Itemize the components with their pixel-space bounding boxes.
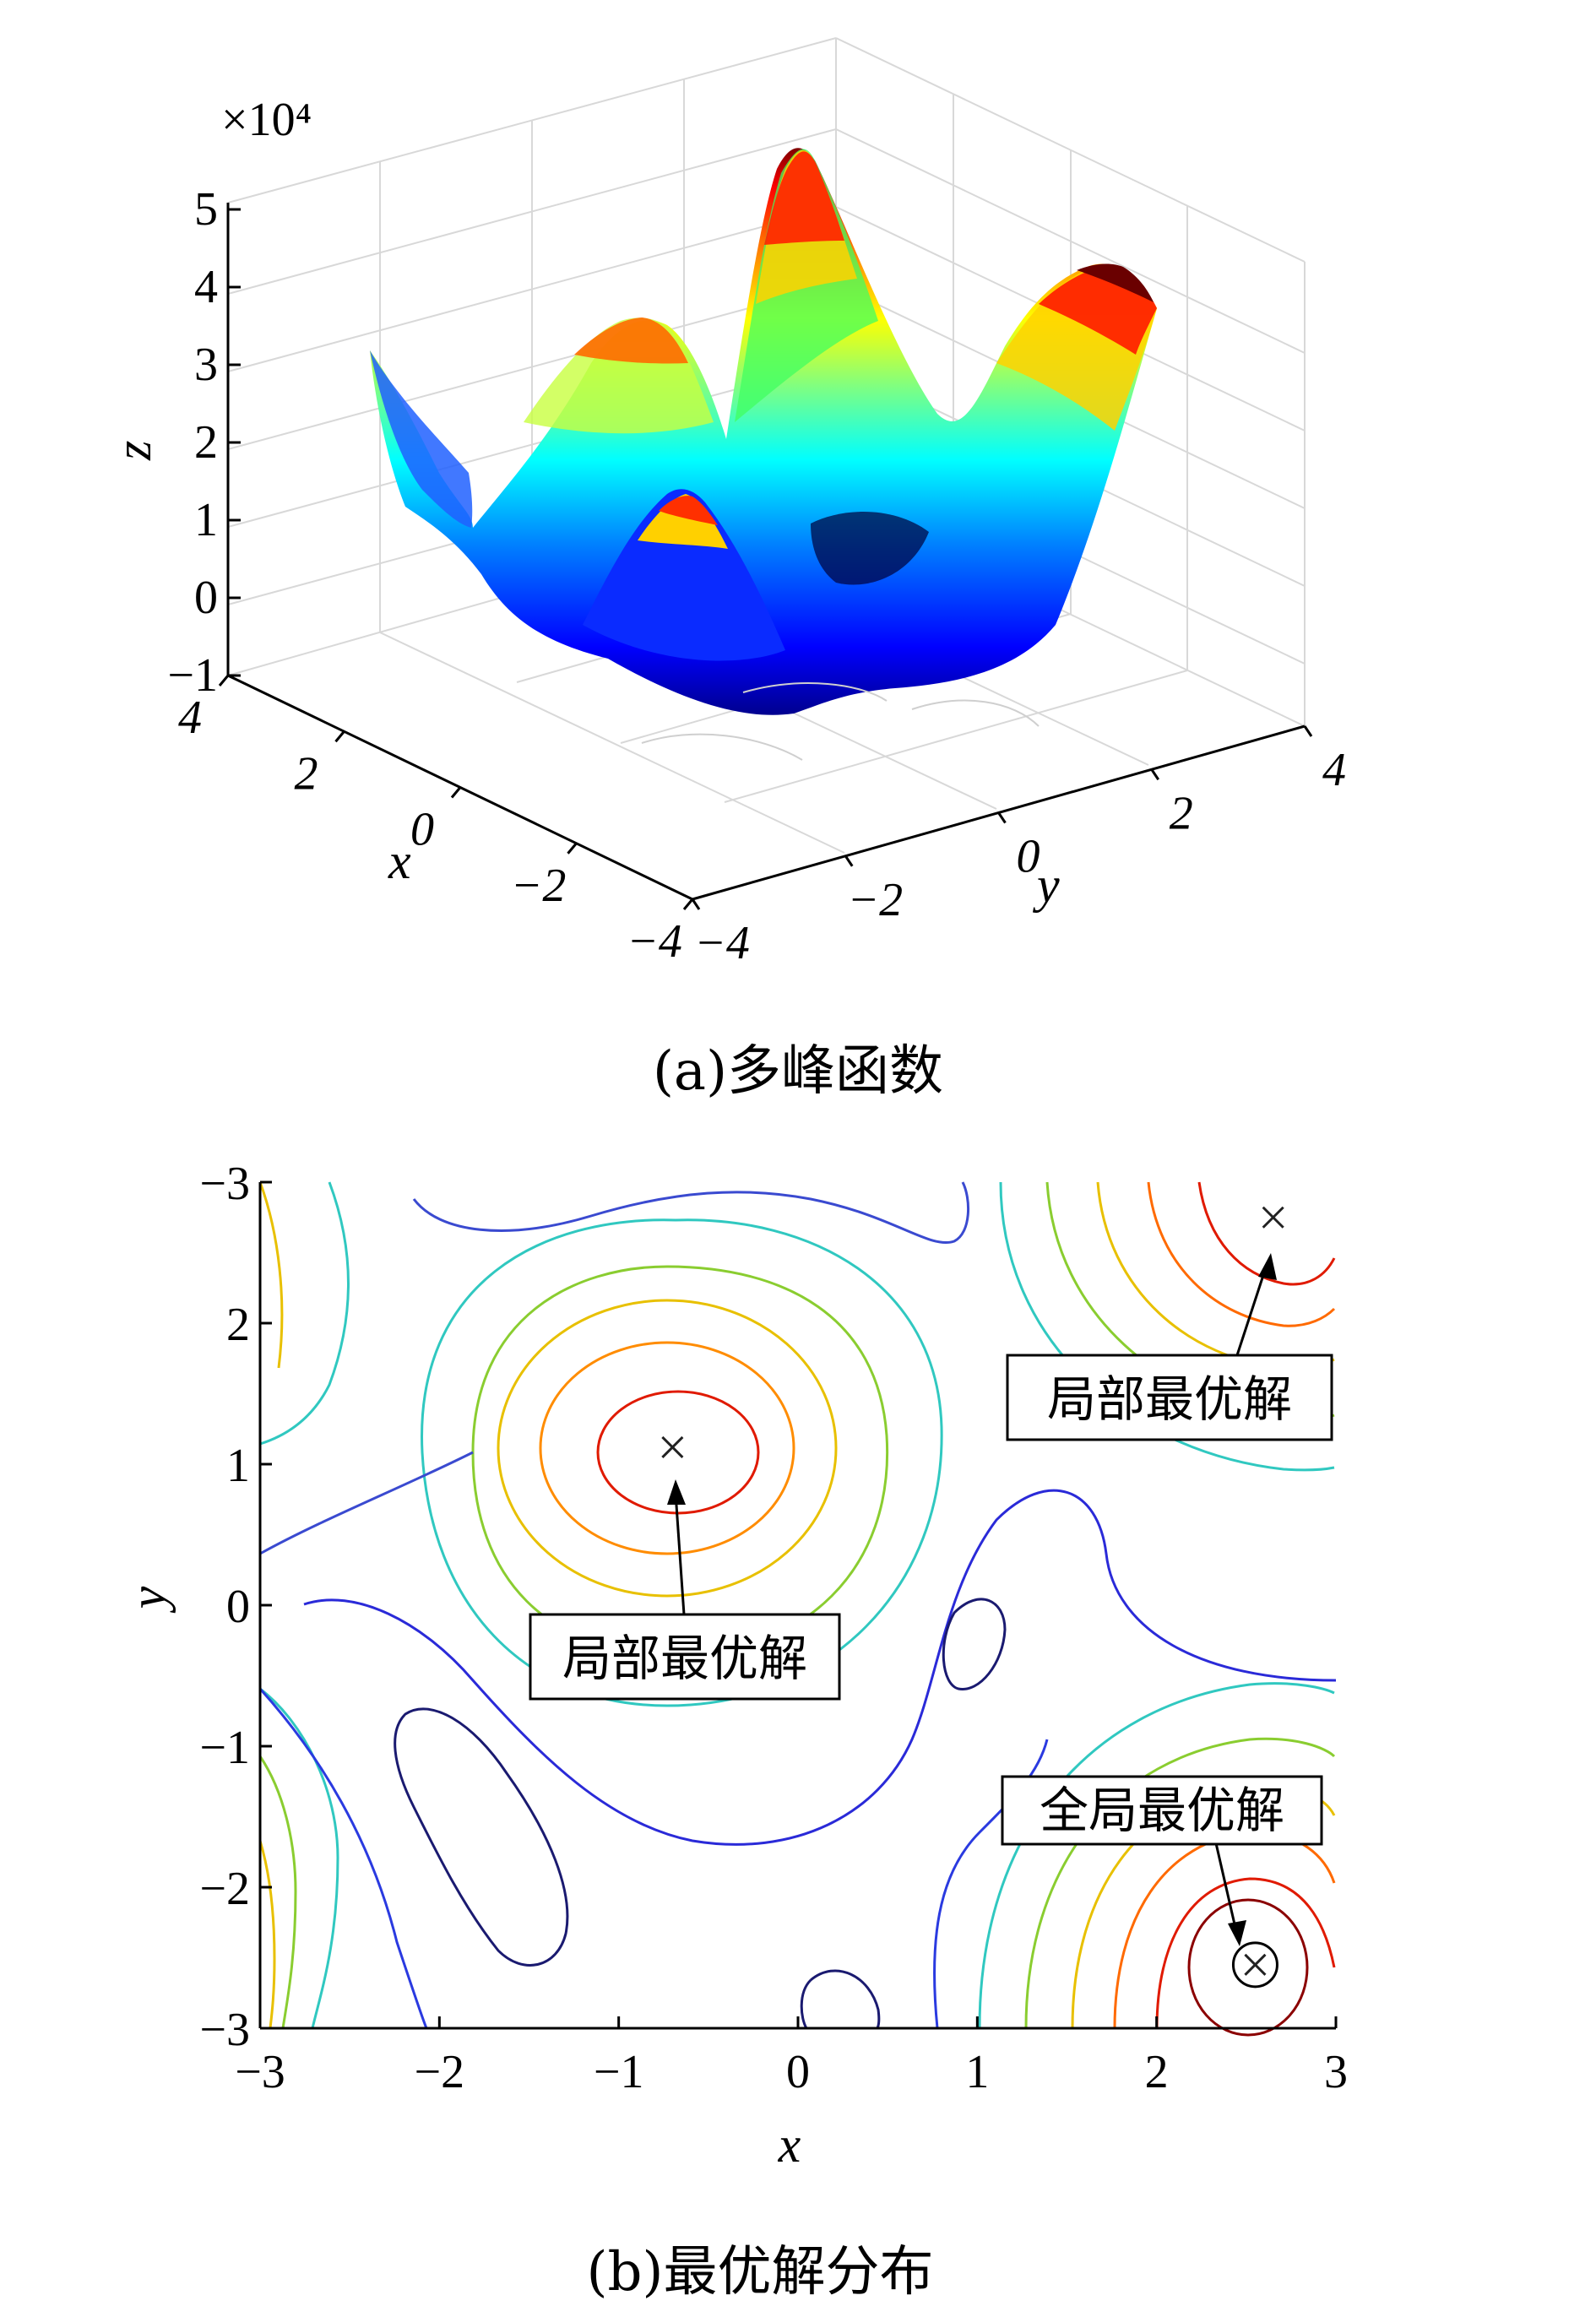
surface-left-ridge <box>370 350 473 528</box>
x-tick-mark <box>334 730 345 743</box>
panel-a-caption: (a)多峰函数 <box>653 1040 943 1103</box>
contour-x-label: x <box>778 2117 801 2173</box>
z-tick-label: 2 <box>194 416 218 469</box>
x-tick-label: −2 <box>511 860 567 912</box>
contour-x-tick-label: 0 <box>786 2046 810 2098</box>
annotation-global-label: 全局最优解 <box>1040 1782 1284 1839</box>
z-ticks: 5 4 3 2 1 0 −1 <box>167 183 241 702</box>
panel-b-caption: (b)最优解分布 <box>587 2241 934 2303</box>
y-tick-label: −4 <box>694 917 750 969</box>
annotation-local-2: 局部最优解 <box>1006 1253 1333 1441</box>
contour-y-tick-label: −1 <box>199 1722 250 1774</box>
annotation-local-1-label: 局部最优解 <box>562 1630 807 1687</box>
contour-x-ticks: −3 −2 −1 0 1 2 3 <box>235 2016 1348 2098</box>
surface-plot <box>370 148 1157 715</box>
z-tick-label: 5 <box>194 183 218 236</box>
x-tick-label: −4 <box>627 915 682 968</box>
z-tick-label: 0 <box>194 572 218 624</box>
contour-x-tick-label: −3 <box>235 2046 285 2098</box>
surface-floor-contours <box>641 682 1040 761</box>
contour-y-tick-label: 0 <box>226 1581 250 1633</box>
x-tick-mark <box>567 842 578 855</box>
contour-plot-area <box>260 1182 1336 2028</box>
x-axis-label-3d: x <box>388 833 411 889</box>
contour-y-tick-label: −2 <box>199 1863 250 1915</box>
z-tick-label: 4 <box>194 261 218 313</box>
z-exponent-label: ×10⁴ <box>221 94 312 146</box>
y-tick-label: −2 <box>847 874 903 926</box>
z-axis-label: z <box>106 441 161 461</box>
contour-y-tick-label: −3 <box>199 1158 250 1210</box>
y-tick-mark <box>1303 725 1313 737</box>
contour-x-tick-label: 2 <box>1145 2046 1169 2098</box>
x-tick-mark <box>450 786 462 799</box>
y-ticks-3d: −4 −2 0 2 4 <box>691 725 1346 969</box>
z-tick-label: 1 <box>194 494 218 546</box>
contour-y-tick-label: 2 <box>226 1299 250 1351</box>
annotation-local-1: 局部最优解 <box>529 1479 841 1701</box>
z-tick-label: 3 <box>194 339 218 391</box>
optimum-markers <box>661 1206 1284 1989</box>
y-tick-mark <box>844 855 854 867</box>
y-tick-label: 0 <box>1017 831 1040 883</box>
y-axis-label-3d: y <box>1032 857 1060 913</box>
global-optimum-marker <box>1231 1941 1278 1989</box>
contour-x-tick-label: −1 <box>594 2046 644 2098</box>
contour-x-tick-label: −2 <box>415 2046 465 2098</box>
contour-y-tick-label: 1 <box>226 1440 250 1492</box>
contour-x-tick-label: 3 <box>1324 2046 1348 2098</box>
surface-body <box>370 148 1157 715</box>
annotation-global: 全局最优解 <box>1001 1775 1323 1946</box>
y-tick-label: 2 <box>1170 787 1193 839</box>
contour-y-label: y <box>120 1586 176 1614</box>
z-tick-label: −1 <box>167 649 218 702</box>
x-tick-label: 0 <box>410 804 434 856</box>
contour-x-tick-label: 1 <box>965 2046 989 2098</box>
contour-y-tick-label: −3 <box>199 2004 250 2056</box>
x-ticks-3d: 4 2 0 −2 −4 <box>178 675 694 968</box>
y-tick-label: 4 <box>1322 744 1346 796</box>
local-optimum-marker <box>1262 1206 1284 1229</box>
annotation-local-2-label: 局部最优解 <box>1047 1370 1292 1428</box>
y-tick-mark <box>997 811 1007 824</box>
surface-panel: ×10⁴ 5 4 3 2 1 0 −1 z 4 2 0 −2 −4 −4 −2 0 2 4 x y (a)多… <box>106 37 1346 1103</box>
surface-front-hump <box>583 489 785 661</box>
y-tick-mark <box>691 898 701 910</box>
x-tick-label: 2 <box>295 747 318 800</box>
x-tick-mark <box>218 675 230 686</box>
contour-y-ticks: −3 2 1 0 −1 −2 −3 <box>199 1158 272 2056</box>
x-tick-label: 4 <box>178 692 202 744</box>
x-tick-mark <box>682 898 694 910</box>
y-tick-mark <box>1150 768 1159 781</box>
contour-panel: 局部最优解 局部最优解 全局最优解 −3 −2 −1 0 1 2 3 −3210−1−2−3… <box>120 1158 1348 2303</box>
local-optimum-marker <box>661 1435 684 1459</box>
